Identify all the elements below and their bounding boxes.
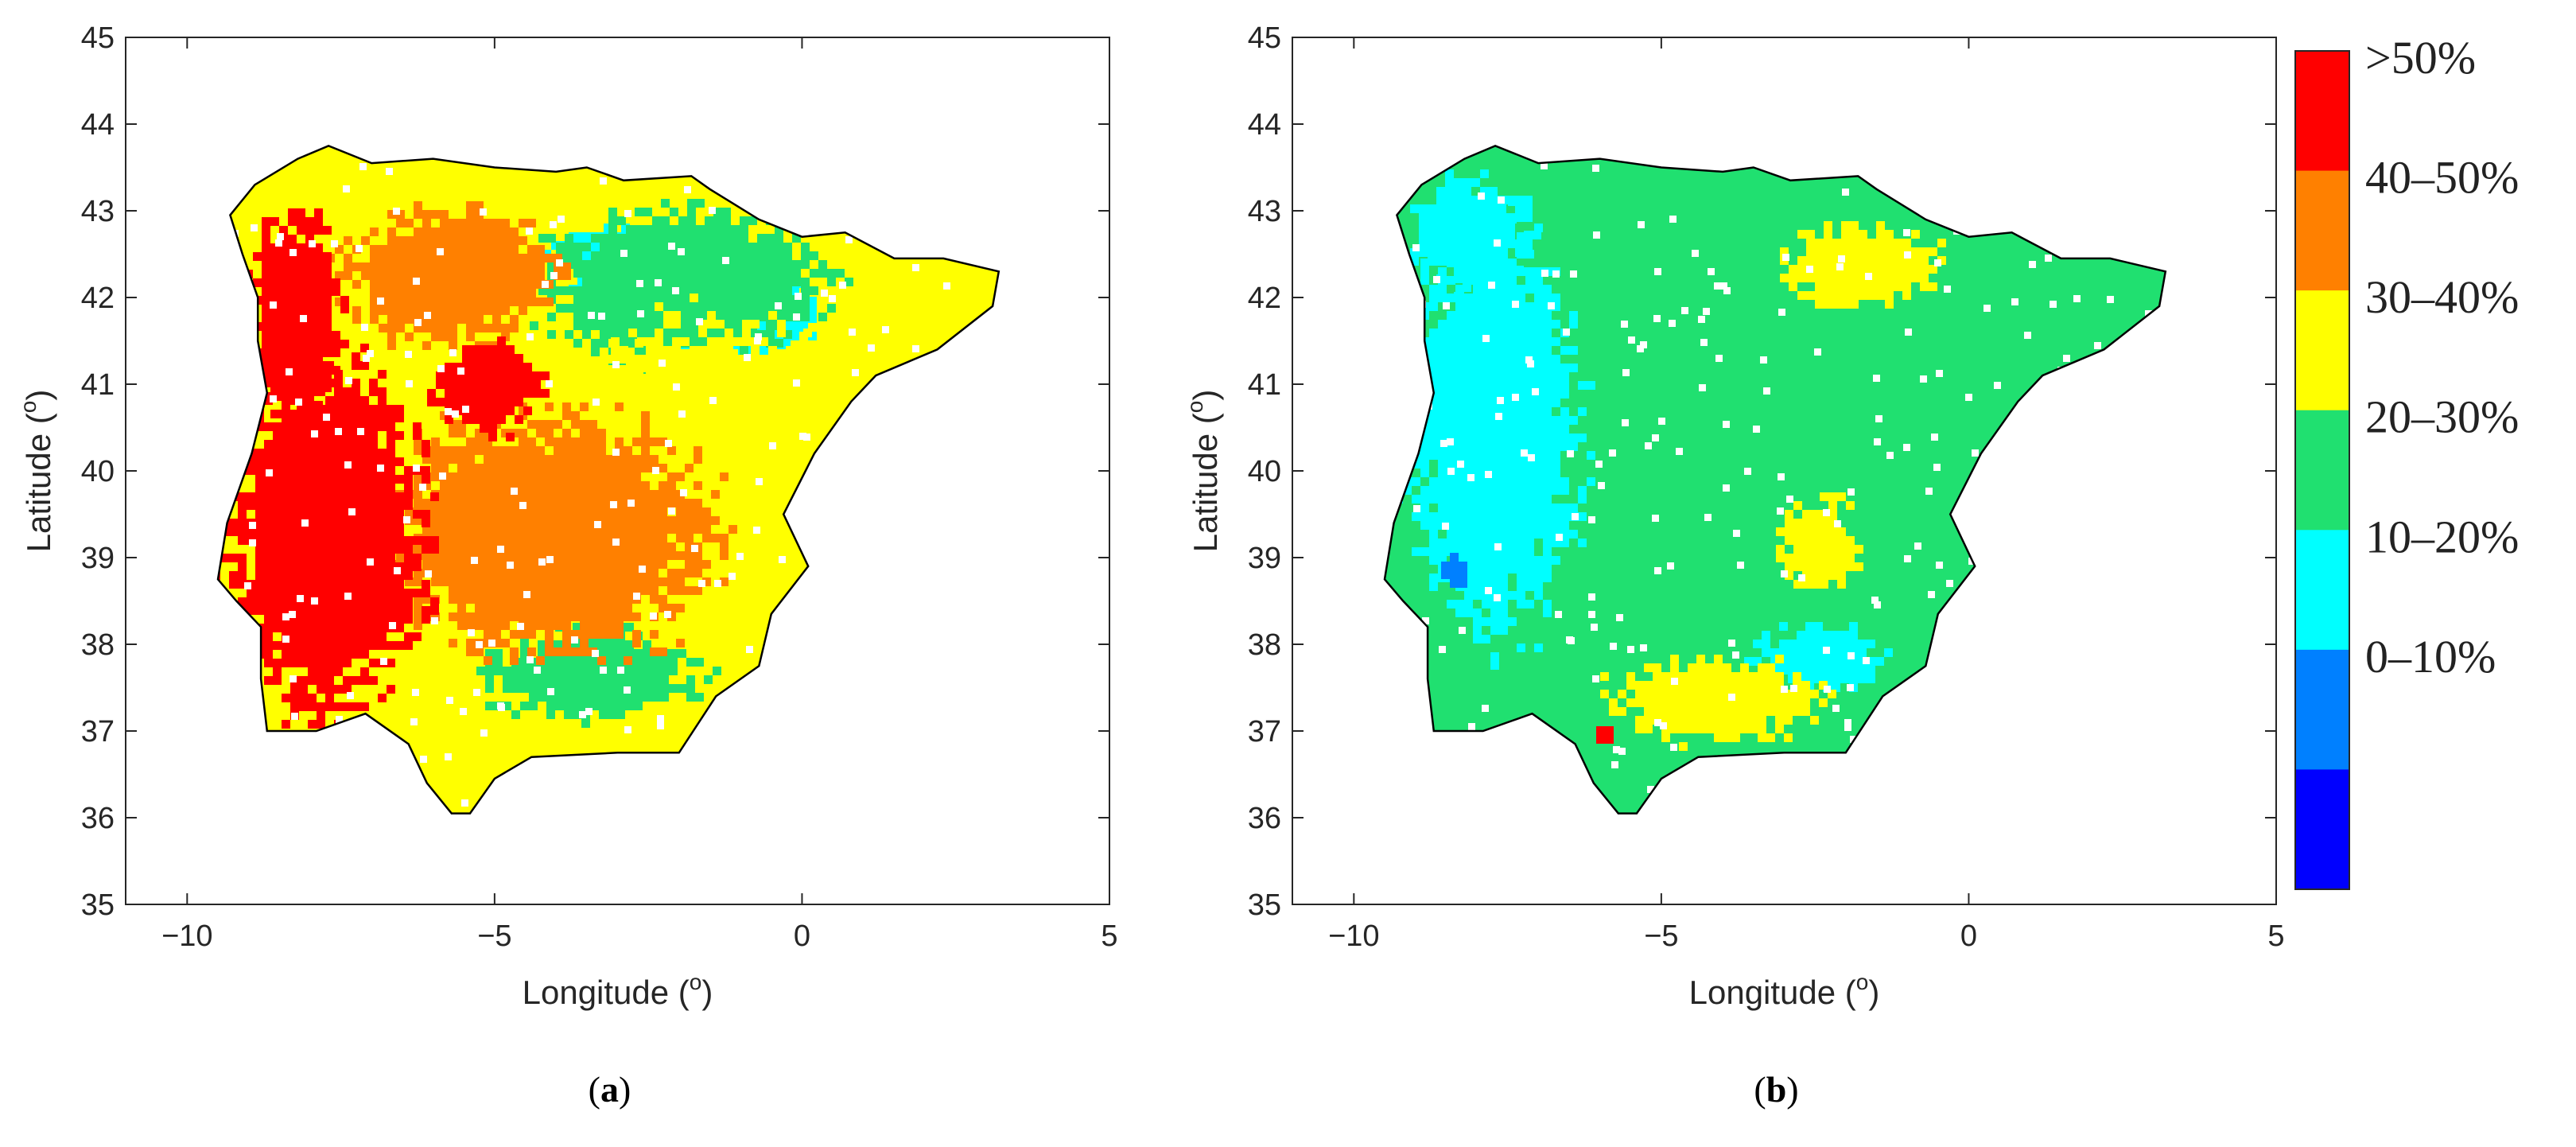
panels: −10 −5 0 5 35 36 37 38 39 40 41 42 43 44 45 Longitude (… — [16, 21, 2285, 1110]
y-tick-label: 43 — [1248, 195, 1281, 228]
y-tick-label: 42 — [1248, 282, 1281, 315]
y-tick-label: 39 — [81, 542, 115, 575]
colorbar-swatch — [2295, 530, 2349, 651]
y-tick-label: 38 — [1248, 628, 1281, 662]
y-tick-label: 39 — [1248, 542, 1281, 575]
y-axis-label: Latitude (o) — [16, 390, 57, 553]
colorbar-label: 10–20% — [2365, 511, 2519, 562]
x-axis-label: Longitude (o) — [523, 970, 713, 1011]
x-tick-label: −5 — [477, 920, 511, 953]
y-tick-label: 36 — [1248, 802, 1281, 835]
colorbar-swatch — [2295, 51, 2349, 172]
x-axis-label: Longitude (o) — [1689, 970, 1880, 1011]
y-tick-label: 41 — [81, 368, 115, 402]
colorbar: >50% 40–50% 30–40% 20–30% 10–20% 0–10% — [2294, 32, 2519, 890]
y-tick-label: 42 — [81, 282, 115, 315]
class-region — [1596, 726, 1614, 744]
colorbar-swatch — [2295, 649, 2349, 770]
colorbar-frame — [2294, 50, 2350, 890]
panel-label-b: (b) — [1754, 1069, 1798, 1110]
y-tick-label: 45 — [81, 21, 115, 55]
map-panel-a: −10 −5 0 5 35 36 37 38 39 40 41 42 43 44 45 Longitude (… — [16, 21, 1118, 1110]
x-tick-label: −10 — [161, 920, 212, 953]
y-axis-label: Latitude (o) — [1183, 390, 1224, 553]
class-region — [1441, 553, 1467, 588]
colorbar-label: 20–30% — [2365, 391, 2519, 443]
colorbar-swatch — [2295, 170, 2349, 291]
y-tick-label: 40 — [81, 455, 115, 488]
x-tick-label: −10 — [1328, 920, 1379, 953]
x-tick-label: 5 — [1101, 920, 1117, 953]
class-region — [1394, 197, 1595, 670]
class-region — [361, 402, 737, 665]
y-tick-label: 35 — [81, 888, 115, 922]
colorbar-swatch — [2295, 290, 2349, 411]
y-tick-label: 43 — [81, 195, 115, 228]
class-region — [326, 201, 571, 350]
y-tick-label: 45 — [1248, 21, 1281, 55]
y-tick-label: 36 — [81, 802, 115, 835]
class-region — [1600, 655, 1836, 751]
panel-label-a: (a) — [589, 1069, 631, 1110]
y-tick-label: 40 — [1248, 455, 1281, 488]
land-a — [218, 146, 999, 814]
colorbar-label: 30–40% — [2365, 271, 2519, 323]
x-tick-label: 0 — [1960, 920, 1977, 953]
y-tick-label: 37 — [81, 715, 115, 748]
y-tick-label: 37 — [1248, 715, 1281, 748]
class-region — [1776, 492, 1863, 589]
colorbar-label: 40–50% — [2365, 152, 2519, 204]
map-panel-b: −10 −5 0 5 35 36 37 38 39 40 41 42 43 44 45 Longitude (… — [1183, 21, 2285, 1110]
x-tick-label: 5 — [2267, 920, 2284, 953]
colorbar-swatch — [2295, 769, 2349, 890]
y-tick-label: 44 — [81, 108, 115, 142]
colorbar-label: 0–10% — [2365, 631, 2496, 682]
coastline — [1383, 144, 2167, 815]
colorbar-swatch — [2295, 410, 2349, 531]
class-region — [1780, 221, 1946, 309]
coastline — [216, 144, 1000, 815]
class-region — [1410, 169, 1541, 301]
class-region — [244, 208, 349, 436]
y-tick-label: 41 — [1248, 368, 1281, 402]
y-tick-label: 44 — [1248, 108, 1281, 142]
y-tick-label: 38 — [81, 628, 115, 662]
y-tick-label: 35 — [1248, 888, 1281, 922]
x-tick-label: −5 — [1644, 920, 1678, 953]
colorbar-label: >50% — [2365, 32, 2476, 84]
class-region — [218, 335, 439, 737]
class-region — [530, 199, 853, 374]
land-b — [1385, 146, 2166, 814]
x-tick-label: 0 — [794, 920, 810, 953]
